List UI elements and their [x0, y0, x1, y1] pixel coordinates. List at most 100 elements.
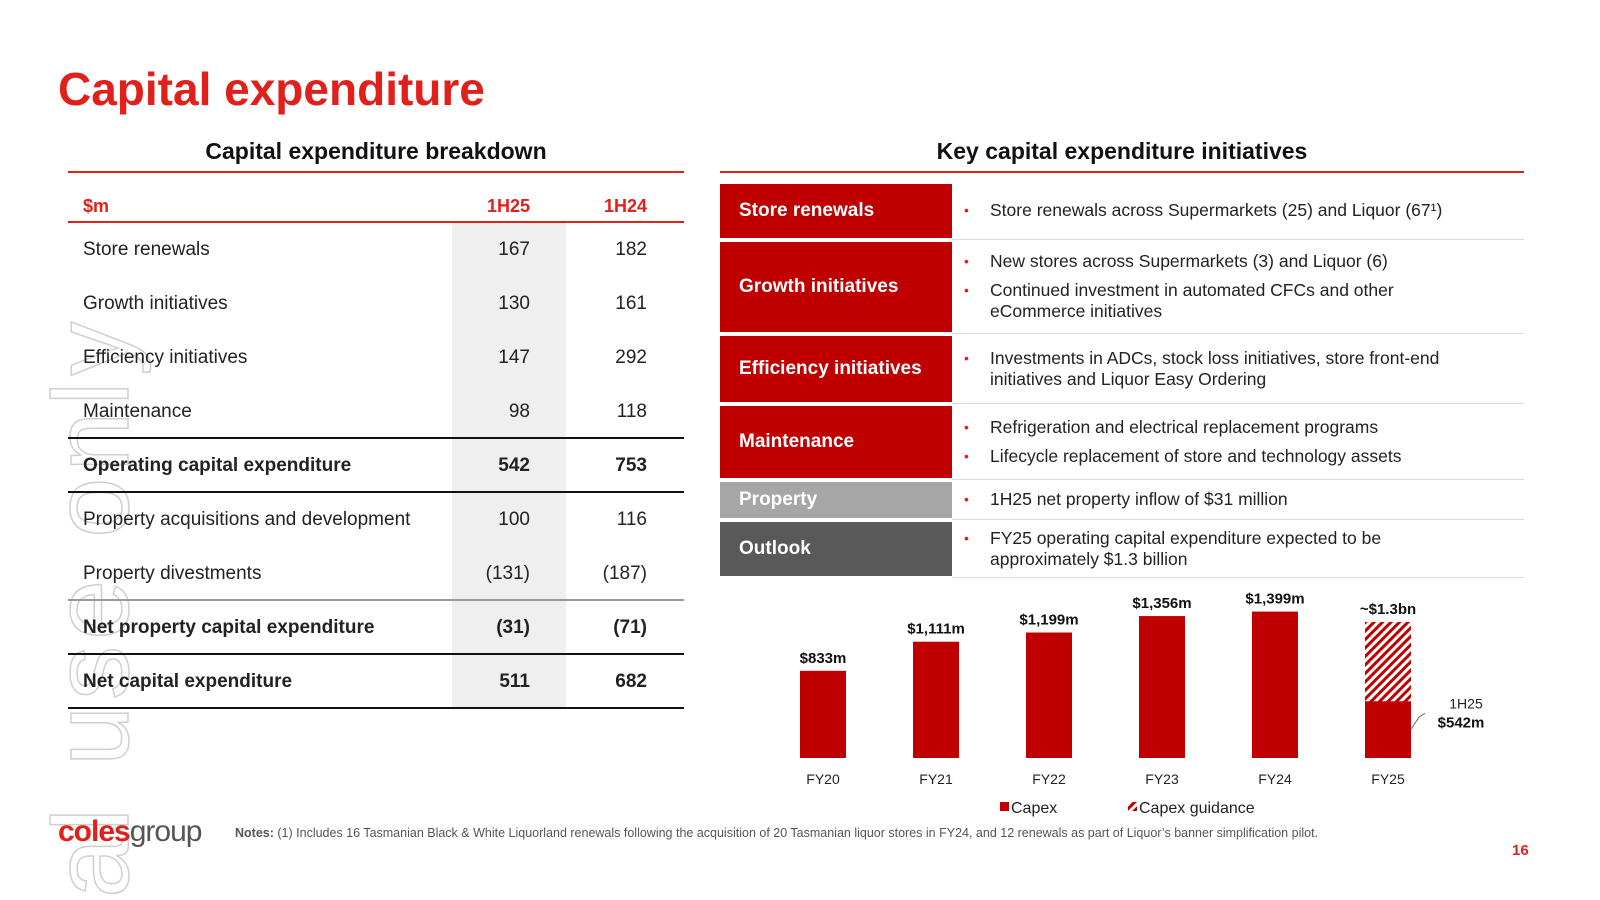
initiatives-title-text: Key capital expenditure initiatives: [936, 138, 1308, 164]
rule: [68, 171, 684, 173]
table-value: (31): [496, 617, 530, 638]
initiative-label: Growth initiatives: [720, 242, 952, 332]
bullet-text: Investments in ADCs, stock loss initiati…: [990, 347, 1440, 389]
initiative-detail: • New stores across Supermarkets (3) and …: [952, 240, 1524, 334]
table-value: 118: [616, 401, 647, 422]
value-label: $542m: [1438, 714, 1485, 731]
table-value: 753: [615, 455, 647, 476]
row-label: Maintenance: [83, 401, 192, 422]
initiative-label: Store renewals: [720, 184, 952, 238]
bar: [1026, 632, 1072, 758]
initiative-detail: • Store renewals across Supermarkets (25)…: [952, 182, 1524, 240]
bullet: • Refrigeration and electrical replacemen…: [952, 417, 1524, 438]
initiative-detail: • Refrigeration and electrical replacemen…: [952, 404, 1524, 480]
page-number: 16: [1512, 842, 1529, 859]
value-label: $833m: [800, 650, 847, 667]
table-value: 147: [498, 347, 530, 368]
bullet-dot: •: [964, 529, 969, 546]
bullet-text: New stores across Supermarkets (3) and L…: [990, 251, 1388, 271]
row-label: Property acquisitions and development: [83, 509, 411, 530]
table-header: 1H24: [603, 196, 647, 216]
bullet-text: 1H25 net property inflow of $31 million: [990, 489, 1288, 509]
bar: [800, 670, 846, 758]
value-label: $1,111m: [907, 621, 965, 638]
watermark: al use only: [30, 316, 151, 898]
table-value: (187): [602, 563, 647, 584]
rule: [68, 599, 684, 601]
annotation: 1H25: [1449, 695, 1483, 711]
column-shade: [452, 222, 566, 708]
x-tick-label: FY22: [1032, 771, 1066, 787]
x-tick-label: FY24: [1258, 771, 1292, 787]
bullet: • Investments in ADCs, stock loss initiat…: [952, 348, 1524, 390]
bullet-dot: •: [964, 447, 969, 464]
bullet-dot: •: [964, 349, 969, 366]
x-tick-label: FY21: [919, 771, 953, 787]
initiative-label: Efficiency initiatives: [720, 336, 952, 402]
row-label: Store renewals: [83, 239, 210, 260]
rule: [720, 171, 1524, 173]
bar: [913, 641, 959, 758]
legend-label: Capex: [1011, 800, 1057, 817]
table-value: 292: [615, 347, 647, 368]
table-value: 167: [498, 239, 530, 260]
x-tick-label: FY23: [1145, 771, 1179, 787]
row-label: Growth initiatives: [83, 293, 228, 314]
bullet: • FY25 operating capital expenditure expe…: [952, 528, 1524, 570]
value-label: $1,356m: [1132, 595, 1191, 612]
value-label: $1,399m: [1245, 591, 1304, 608]
bullet-dot: •: [964, 282, 969, 298]
legend-swatch: [1000, 802, 1009, 811]
rule: [68, 653, 684, 655]
bullet-text: Lifecycle replacement of store and techn…: [990, 445, 1402, 466]
table-value: 161: [615, 293, 647, 314]
table-header: 1H25: [486, 196, 530, 216]
row-label: Net capital expenditure: [83, 671, 293, 692]
table-value: 682: [615, 671, 647, 692]
table-value: 511: [499, 671, 530, 692]
table-value: 100: [498, 509, 530, 530]
bullet: • New stores across Supermarkets (3) and …: [952, 251, 1524, 272]
logo-group: group: [129, 815, 203, 848]
bullet-dot: •: [964, 253, 969, 269]
notes-label: Notes:: [235, 826, 274, 840]
logo-coles: coles: [58, 815, 131, 848]
bullet-text: FY25 operating capital expenditure expec…: [990, 527, 1382, 569]
legend-label: Capex guidance: [1139, 800, 1255, 817]
table-value: 542: [498, 455, 530, 476]
initiative-detail: • 1H25 net property inflow of $31 million: [952, 480, 1524, 520]
bullet: • 1H25 net property inflow of $31 million: [952, 489, 1524, 510]
bullet: • Store renewals across Supermarkets (25)…: [952, 200, 1524, 221]
rule: [68, 221, 684, 223]
x-tick-label: FY25: [1371, 771, 1405, 787]
bar: [1139, 616, 1185, 758]
value-label: ~$1.3bn: [1360, 601, 1416, 618]
x-tick-label: FY20: [806, 771, 840, 787]
bullet-text: Continued investment in automated CFCs a…: [990, 280, 1394, 321]
table-title: Capital expenditure breakdown: [205, 138, 547, 164]
initiative-label: Maintenance: [720, 406, 952, 478]
bar: [1365, 701, 1411, 758]
bullet: • Lifecycle replacement of store and tech…: [952, 446, 1524, 467]
bullet-text: Refrigeration and electrical replacement…: [990, 416, 1379, 437]
legend-swatch: [1128, 802, 1137, 811]
rule: [68, 491, 684, 493]
bar: [1252, 611, 1298, 758]
table-value: 130: [498, 293, 530, 314]
bullet: • Continued investment in automated CFCs …: [952, 280, 1524, 322]
rule: [68, 707, 684, 709]
initiative-detail: • Investments in ADCs, stock loss initiat…: [952, 334, 1524, 404]
bullet-text: Store renewals across Supermarkets (25) …: [990, 200, 1443, 220]
row-label: Property divestments: [83, 563, 262, 584]
row-label: Efficiency initiatives: [83, 347, 248, 368]
value-label: $1,199m: [1019, 612, 1078, 629]
table-value: 98: [508, 401, 530, 422]
slide-title: Capital expenditure: [58, 63, 485, 115]
bullet-dot: •: [964, 491, 969, 507]
bullet-dot: •: [964, 202, 969, 218]
row-label: Net property capital expenditure: [83, 617, 375, 638]
initiative-label: Outlook: [720, 522, 952, 576]
row-label: Operating capital expenditure: [83, 455, 352, 476]
